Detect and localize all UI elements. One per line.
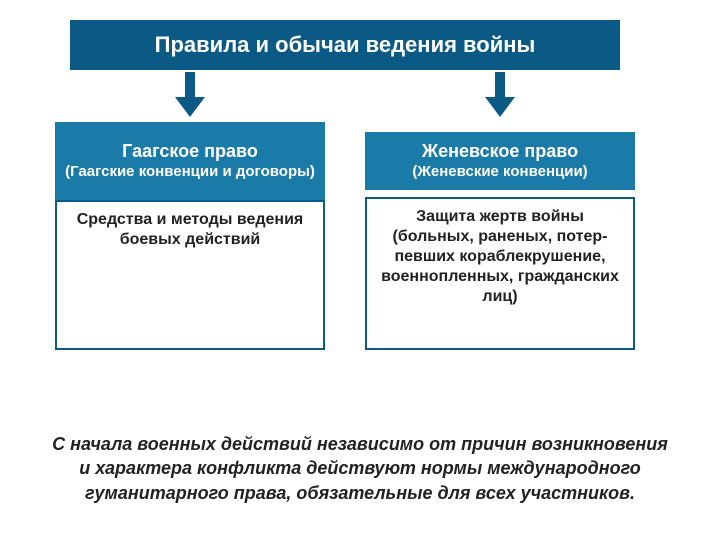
branch-body-left: Средства и методы ведения боевых действи… <box>55 200 325 350</box>
branch-body-right: Защита жертв войны (больных, раненых, по… <box>365 197 635 350</box>
footer-note: С начала военных действий независимо от … <box>45 432 675 505</box>
branch-head-right-main: Женевское право <box>422 141 578 163</box>
branch-body-right-text: Защита жертв войны (больных, раненых, по… <box>377 207 623 307</box>
branch-head-left-sub: (Гаагские конвенции и договоры) <box>65 163 315 181</box>
branch-head-right: Женевское право (Женевские конвенции) <box>365 132 635 190</box>
title-box: Правила и обычаи ведения войны <box>70 20 620 70</box>
branch-head-right-sub: (Женевские конвенции) <box>412 163 587 181</box>
down-arrow-icon <box>175 72 205 117</box>
arrow-right <box>485 72 515 117</box>
down-arrow-icon <box>485 72 515 117</box>
branch-head-left: Гаагское право (Гаагские конвенции и дог… <box>55 122 325 200</box>
branch-head-left-main: Гаагское право <box>122 141 258 163</box>
branch-body-left-text: Средства и методы ведения боевых действи… <box>67 210 313 250</box>
arrow-left <box>175 72 205 117</box>
